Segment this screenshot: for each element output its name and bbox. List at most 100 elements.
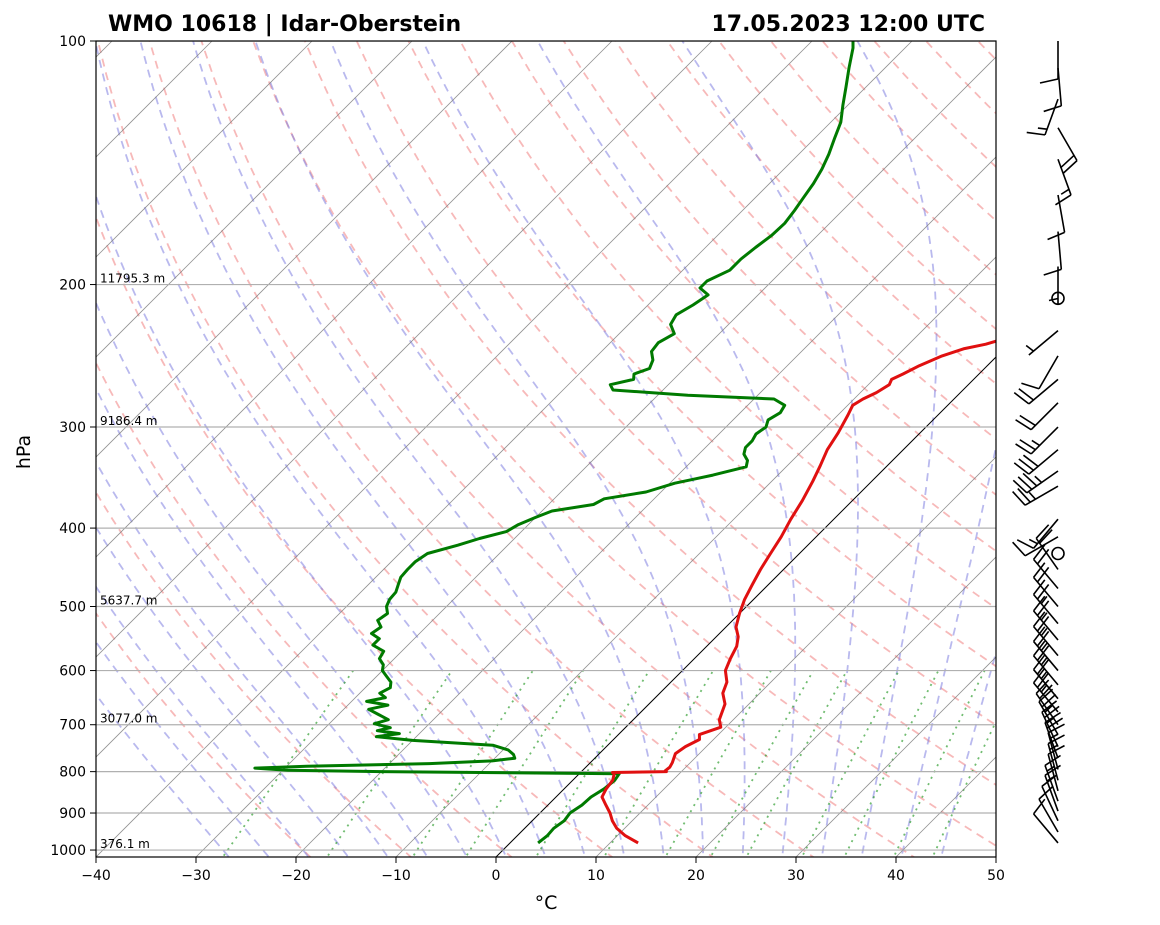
mixing-ratio-line (664, 670, 772, 857)
y-tick-label: 200 (59, 278, 86, 294)
wind-barb-half-flag (1048, 297, 1059, 302)
moist-adiabat (96, 693, 231, 857)
wind-barb-flag (1032, 562, 1046, 578)
moist-adiabat (900, 442, 996, 857)
isotherm (96, 41, 913, 857)
wind-barb-half-flag (1040, 595, 1048, 605)
wind-barb (1032, 611, 1059, 657)
wind-barb-flag (1043, 268, 1062, 276)
wind-barb-flag (1016, 539, 1034, 550)
wind-barbs (1012, 41, 1078, 844)
wind-barb-shaft (1032, 669, 1059, 700)
wind-barb-flag (1018, 458, 1034, 471)
wind-barb (1015, 426, 1059, 455)
moist-adiabat (940, 649, 996, 857)
dry-adiabat (304, 41, 996, 786)
wind-barb-shaft (1032, 576, 1059, 608)
isotherm (96, 41, 513, 458)
wind-barb (1035, 524, 1059, 570)
wind-barb-shaft (1032, 558, 1059, 589)
wind-barb-flag (1039, 529, 1053, 544)
mixing-ratio-line (892, 670, 986, 857)
moist-adiabat (856, 41, 938, 857)
wind-barb-flag (1036, 600, 1050, 616)
wind-barb (1025, 329, 1059, 356)
wind-barb-shaft (1057, 127, 1078, 162)
wind-barb-flag (1032, 579, 1046, 596)
wind-barb-half-flag (1031, 439, 1041, 447)
wind-barb (1032, 626, 1059, 672)
wind-barb-shaft (1030, 426, 1059, 455)
y-tick-label: 900 (59, 806, 86, 822)
wind-barb-shaft (1057, 158, 1072, 196)
wind-barb-shaft (1032, 610, 1059, 641)
wind-barb (1012, 485, 1059, 506)
mixing-ratio-lines (221, 670, 996, 857)
isotherm (495, 356, 996, 857)
wind-barb-half-flag (1028, 538, 1038, 545)
wind-barb-flag (1022, 472, 1038, 487)
x-tick-label: 50 (987, 868, 1005, 884)
wind-barb (1013, 449, 1059, 475)
mixing-ratio-line (843, 670, 940, 857)
wind-barb-half-flag (1046, 765, 1056, 772)
wind-barb-shaft (1032, 655, 1059, 686)
moist-adiabat (96, 640, 271, 857)
x-axis-label: °C (535, 892, 558, 914)
isotherm (96, 41, 413, 358)
wind-barb-flag (1036, 566, 1050, 583)
wind-barb-flag (1036, 615, 1050, 632)
mixing-ratio-line (534, 670, 650, 857)
mixing-ratio-line (800, 670, 900, 857)
wind-barb-flag (1015, 443, 1032, 455)
wind-barb-half-flag (1060, 188, 1070, 195)
wind-barb-flag (1018, 388, 1034, 401)
wind-barb-flag (1055, 194, 1072, 206)
wind-barb-half-flag (1025, 344, 1034, 352)
y-tick-label: 600 (59, 664, 86, 680)
chart-title-datetime: 17.05.2023 12:00 UTC (711, 12, 985, 37)
x-tick-label: 40 (887, 868, 905, 884)
wind-barb-shaft (1047, 743, 1059, 781)
y-tick-label: 100 (59, 34, 86, 50)
wind-barb (1015, 402, 1059, 431)
wind-barb-calm (1051, 546, 1065, 561)
x-tick-label: −20 (281, 868, 311, 884)
mixing-ratio-line (464, 670, 584, 857)
wind-barb-half-flag (1028, 491, 1037, 500)
y-tick-label: 800 (59, 765, 86, 781)
wind-barb (1032, 595, 1059, 641)
wind-barb-shaft (1057, 194, 1066, 233)
wind-barb (1021, 355, 1059, 390)
y-axis-label: hPa (13, 435, 35, 469)
wind-barb (1055, 158, 1072, 206)
wind-barb-shaft (1047, 732, 1059, 770)
wind-barb-shaft (1044, 775, 1059, 812)
wind-barb-flag (1062, 160, 1078, 174)
isotherm (395, 256, 996, 857)
wind-barb-flag (1015, 419, 1032, 431)
wind-barb-shaft (1032, 625, 1059, 657)
isotherm (96, 41, 713, 658)
wind-barb-shaft (1032, 640, 1059, 672)
wind-barb-flag (1026, 131, 1046, 136)
plot-frame (95, 40, 997, 858)
wind-barb-shaft (1028, 378, 1059, 405)
wind-barb-flag (1032, 611, 1046, 627)
y-tick-label: 400 (59, 521, 86, 537)
mixing-ratio-line (709, 670, 815, 857)
wind-barb-half-flag (1040, 670, 1048, 680)
y-tick-label: 700 (59, 718, 86, 734)
moist-adiabat (329, 41, 705, 857)
wind-barb-shaft (1044, 98, 1059, 136)
wind-barb-flag (1013, 391, 1030, 405)
wind-barb-flag (1032, 595, 1046, 612)
isotherm (295, 156, 996, 857)
moist-adiabat (96, 525, 350, 857)
wind-barb-flag (1035, 679, 1050, 695)
dry-adiabats (96, 41, 996, 857)
wind-barb-flag (1021, 382, 1040, 390)
wind-barb-flag (1012, 479, 1028, 494)
dry-adiabat (96, 214, 614, 857)
